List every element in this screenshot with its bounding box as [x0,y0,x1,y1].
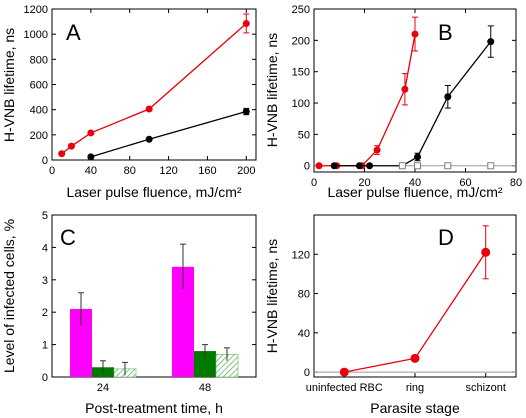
x-tick-label: 120 [159,165,177,177]
y-tick-label: 120 [292,249,310,261]
panel-b: 0 50 100 150 200 250 0 20 40 60 80 Laser pulse flue… [264,4,522,200]
y-axis-label: H-VNB lifetime, ns [1,28,17,142]
y-tick-label: 600 [30,80,48,92]
y-tick-label: 4 [42,242,48,254]
x-axis-label: Parasite stage [370,400,460,416]
plot-frame [51,214,257,378]
panel-letter: C [60,225,76,250]
panel-letter: B [438,20,453,45]
data-point [58,150,66,158]
data-point [414,153,422,161]
data-point [411,30,419,38]
y-tick-label: 200 [30,130,48,142]
data-point [242,19,250,27]
bar [194,351,216,377]
y-tick-label: 0 [42,372,48,384]
x-axis-label: Laser pulse fluence, mJ/cm² [327,184,502,200]
x-axis-label: Laser pulse fluence, mJ/cm² [66,184,241,200]
data-point [373,146,381,154]
y-tick-label: 0 [304,367,310,379]
data-point [87,153,95,161]
y-tick-label: 5 [42,210,48,222]
y-axis-label: H-VNB lifetime, ns [264,33,280,147]
data-point [410,353,420,363]
x-tick-label: 200 [237,165,255,177]
x-tick-label: 0 [311,177,317,189]
x-tick-label: 40 [85,165,97,177]
y-tick-label: 80 [298,289,310,301]
panel-c: 0 1 2 3 4 5 24 48 Post-treatment time, h Level of… [1,210,257,416]
data-point [339,367,349,377]
data-point [242,108,250,116]
y-tick-label: 1200 [24,4,48,16]
data-point [414,162,422,170]
data-point [444,93,452,101]
data-point [145,105,153,113]
bar [70,308,92,377]
data-point [145,135,153,143]
y-tick-label: 200 [292,35,310,47]
y-tick-label: 400 [30,105,48,117]
x-tick-label: 60 [459,177,471,189]
x-tick-label: 80 [510,177,522,189]
y-tick-label: 100 [292,98,310,110]
data-point [398,162,406,170]
x-tick-label: schizont [466,382,506,394]
data-point [444,162,452,170]
series-line [90,110,247,158]
data-point [67,142,75,150]
data-point [87,129,95,137]
x-tick-label: 0 [49,165,55,177]
panel-letter: A [66,20,81,45]
data-point [355,162,363,170]
data-point [366,162,374,170]
panel-d: 0 40 80 120 uninfected RBC ring schizont Parasi… [264,214,517,416]
y-axis-label: Level of infected cells, % [1,219,17,373]
data-point [315,162,323,170]
y-tick-label: 1000 [24,29,48,41]
data-point [481,247,491,257]
y-tick-label: 150 [292,67,310,79]
y-tick-label: 0 [42,155,48,167]
x-tick-label: 40 [409,177,421,189]
data-point [330,162,338,170]
series-line [334,41,492,167]
series-line [319,33,416,167]
x-tick-label: ring [406,382,424,394]
x-tick-label: 24 [97,382,109,394]
y-tick-label: 50 [298,129,310,141]
y-tick-label: 1 [42,340,48,352]
data-point [401,85,409,93]
x-tick-label: 48 [199,382,211,394]
panel-a: 0 200 400 600 800 1000 1200 0 40 80 120 160 200 Laser… [1,4,257,200]
y-tick-label: 2 [42,307,48,319]
bar [172,266,194,377]
y-tick-label: 3 [42,275,48,287]
y-tick-label: 40 [298,328,310,340]
x-tick-label: 20 [358,177,370,189]
x-tick-label: 80 [124,165,136,177]
x-tick-label: uninfected RBC [306,382,383,394]
data-point [487,162,495,170]
panel-letter: D [438,225,454,250]
x-axis-label: Post-treatment time, h [85,400,223,416]
y-tick-label: 0 [304,161,310,173]
y-axis-label: H-VNB lifetime, ns [264,239,280,353]
y-tick-label: 800 [30,54,48,66]
x-tick-label: 160 [198,165,216,177]
y-tick-label: 250 [292,4,310,16]
data-point [487,38,495,46]
